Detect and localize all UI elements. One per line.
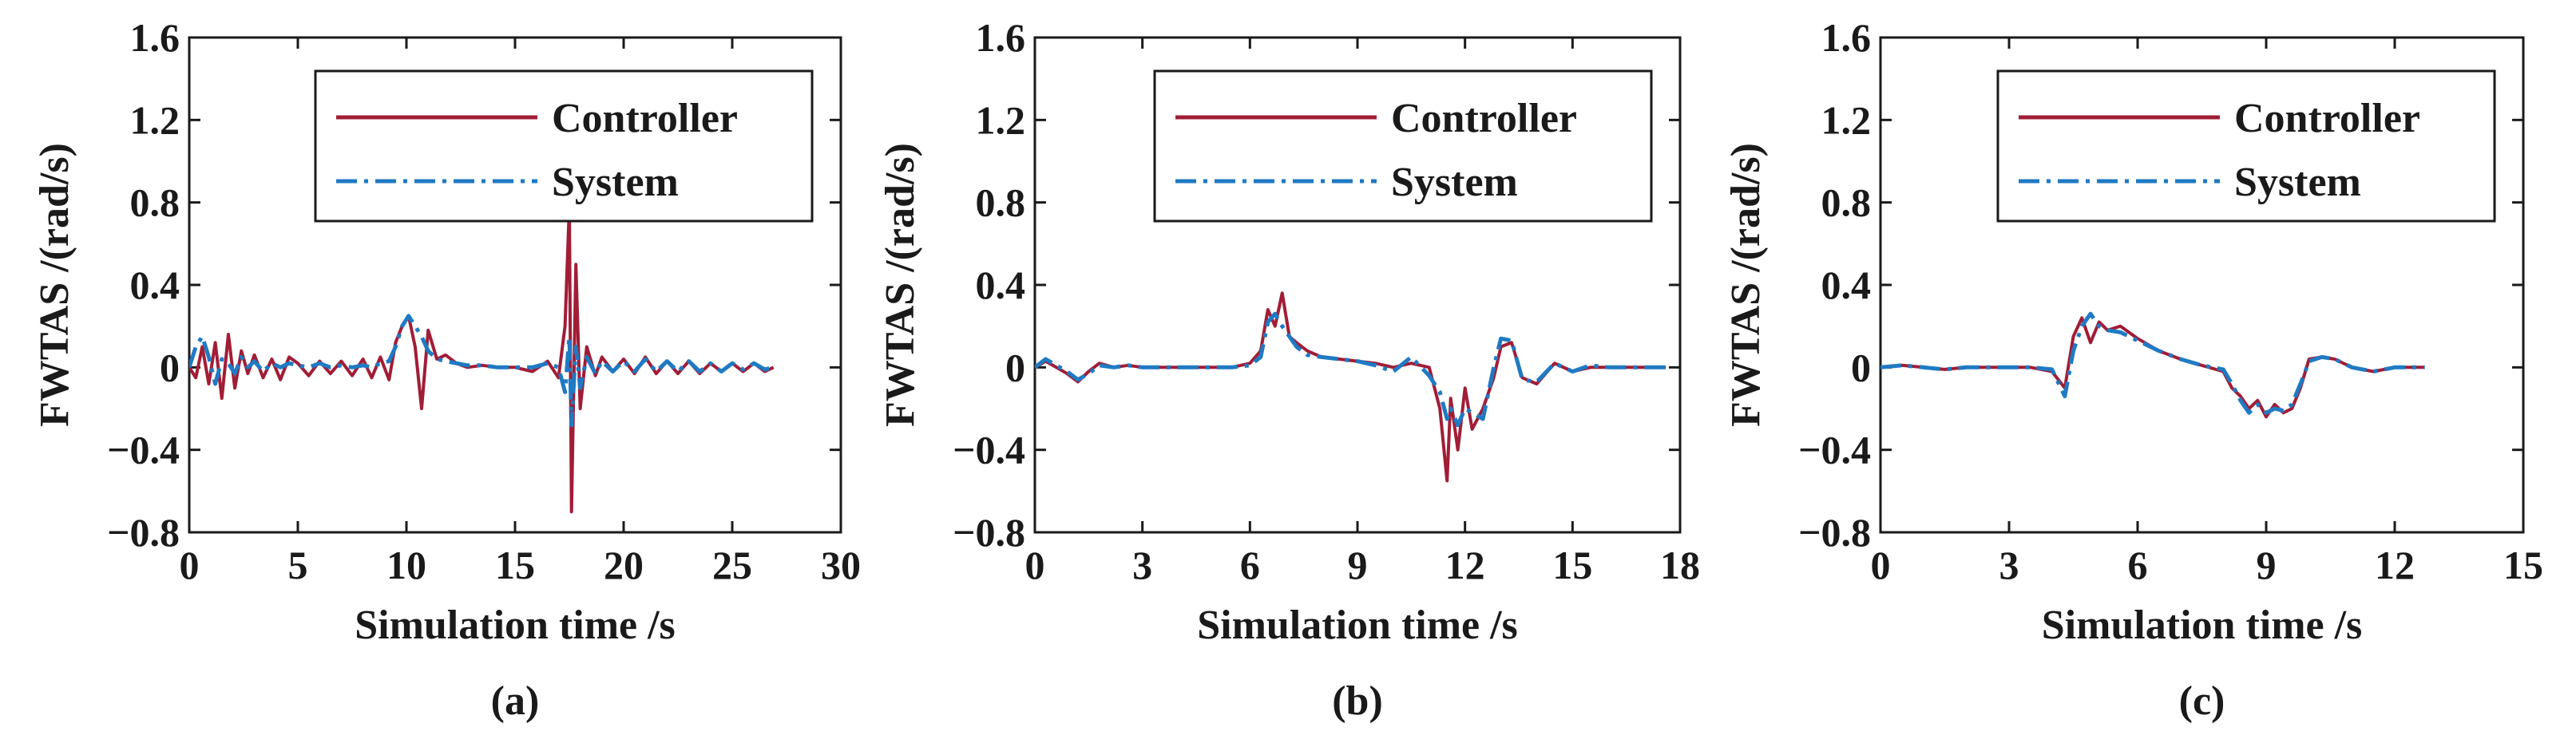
legend-box [1996,69,2496,223]
legend: Controller System [1996,69,2496,223]
y-tick-label: 1.2 [130,97,180,142]
series-line-system [1880,311,2425,415]
y-tick-label: 0.4 [130,263,180,307]
x-tick-label: 12 [1445,543,1485,587]
x-tick-label: 9 [1348,543,1368,587]
x-tick-label: 12 [2375,543,2415,587]
legend-label: System [1391,160,1518,205]
x-tick-label: 0 [1025,543,1045,587]
y-tick-label: −0.8 [953,510,1025,555]
y-tick-label: 1.2 [976,97,1026,142]
y-tick-label: −0.8 [107,510,180,555]
y-tick-label: 0.4 [976,263,1026,307]
x-tick-label: 9 [2257,543,2277,587]
chart-panel-1: 0 5 10 15 20 25 30 −0.8 −0.4 0 0.4 0.8 1.2 1.6 Control… [32,15,861,724]
x-tick-label: 3 [1999,543,2019,587]
legend-label: Controller [552,96,738,141]
x-tick-label: 15 [495,543,535,587]
legend-box [1153,69,1653,223]
x-tick-label: 30 [821,543,861,587]
legend-label: System [552,160,679,205]
x-axis-title: Simulation time /s [355,603,676,648]
chart-panel-2: 0 3 6 9 12 15 18 −0.8 −0.4 0 0.4 0.8 1.2 1.6 Controlle… [878,15,1700,724]
y-tick-label: −0.4 [953,428,1025,472]
y-tick-label: 0 [1851,345,1871,389]
y-tick-label: 0.4 [1821,263,1872,307]
y-tick-label: 0.8 [1821,180,1872,225]
y-tick-label: −0.4 [107,428,180,472]
x-tick-label: 5 [288,543,308,587]
chart-panel-3: 0 3 6 9 12 15 −0.8 −0.4 0 0.4 0.8 1.2 1.6 Controller S… [1723,15,2543,724]
legend: Controller System [1153,69,1653,223]
series-line-controller [189,204,775,514]
y-tick-label: 1.6 [976,15,1026,60]
x-tick-label: 18 [1660,543,1700,587]
y-tick-label: 0 [1005,345,1025,389]
series-line-controller [1035,291,1666,483]
y-tick-label: 0 [160,345,180,389]
panel-label: (a) [491,678,540,724]
y-tick-label: 1.6 [130,15,180,60]
y-axis-title: FWTAS /(rad/s) [1723,143,1769,427]
y-tick-label: −0.4 [1798,428,1871,472]
legend-label: Controller [1391,96,1577,141]
y-tick-label: −0.8 [1798,510,1871,555]
series-line-system [189,314,775,428]
y-axis-title: FWTAS /(rad/s) [878,143,923,427]
x-tick-label: 6 [2128,543,2148,587]
panel-label: (c) [2179,678,2225,724]
legend-box [314,69,814,223]
x-tick-label: 10 [386,543,426,587]
legend: Controller System [314,69,814,223]
y-tick-label: 1.6 [1821,15,1872,60]
series-line-system [1035,311,1666,428]
x-axis-title: Simulation time /s [1197,603,1518,648]
y-tick-label: 0.8 [130,180,180,225]
x-tick-label: 15 [2503,543,2543,587]
y-axis-title: FWTAS /(rad/s) [32,143,77,427]
x-tick-label: 25 [712,543,752,587]
x-tick-label: 20 [604,543,644,587]
y-tick-label: 1.2 [1821,97,1872,142]
y-tick-label: 0.8 [976,180,1026,225]
legend-label: System [2234,160,2361,205]
x-tick-label: 3 [1132,543,1152,587]
x-tick-label: 0 [1871,543,1891,587]
x-axis-title: Simulation time /s [2042,603,2363,648]
x-tick-label: 15 [1552,543,1592,587]
legend-label: Controller [2234,96,2420,141]
x-tick-label: 6 [1240,543,1260,587]
panel-label: (b) [1332,678,1383,724]
x-tick-label: 0 [180,543,200,587]
